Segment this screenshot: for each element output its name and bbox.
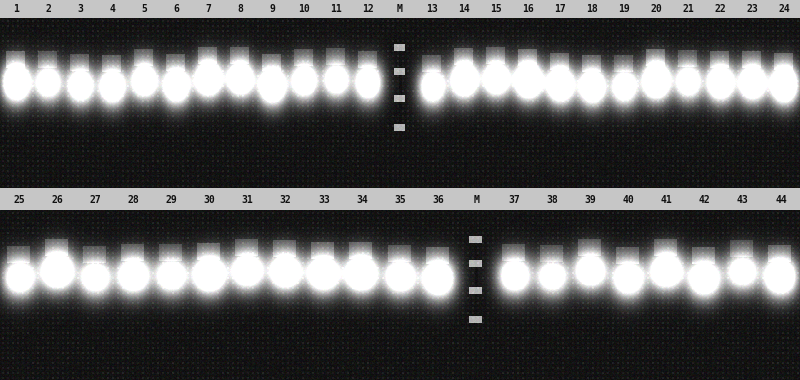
Text: 41: 41 (661, 195, 673, 205)
Text: 6: 6 (173, 4, 179, 14)
Text: 14: 14 (458, 4, 470, 14)
Text: 36: 36 (432, 195, 444, 205)
Text: 44: 44 (775, 195, 787, 205)
Text: 15: 15 (490, 4, 502, 14)
Text: 23: 23 (746, 4, 758, 14)
Text: 21: 21 (682, 4, 694, 14)
Text: 32: 32 (280, 195, 291, 205)
Text: 10: 10 (298, 4, 310, 14)
Text: 13: 13 (426, 4, 438, 14)
Text: 30: 30 (204, 195, 215, 205)
Text: 17: 17 (554, 4, 566, 14)
Text: 3: 3 (77, 4, 83, 14)
Text: 7: 7 (205, 4, 211, 14)
Text: 12: 12 (362, 4, 374, 14)
Text: 25: 25 (13, 195, 25, 205)
Text: 22: 22 (714, 4, 726, 14)
Text: 28: 28 (127, 195, 139, 205)
Text: 42: 42 (699, 195, 710, 205)
Text: 26: 26 (51, 195, 63, 205)
Text: 18: 18 (586, 4, 598, 14)
Text: 29: 29 (166, 195, 178, 205)
Text: 24: 24 (778, 4, 790, 14)
Text: 31: 31 (242, 195, 254, 205)
Text: 19: 19 (618, 4, 630, 14)
Text: 37: 37 (509, 195, 520, 205)
Text: 5: 5 (141, 4, 147, 14)
Text: 27: 27 (90, 195, 101, 205)
Text: 2: 2 (45, 4, 51, 14)
Text: 33: 33 (318, 195, 330, 205)
Text: 1: 1 (13, 4, 19, 14)
Text: 39: 39 (585, 195, 596, 205)
Text: 16: 16 (522, 4, 534, 14)
Text: 9: 9 (269, 4, 275, 14)
Text: 34: 34 (356, 195, 368, 205)
Text: M: M (474, 195, 479, 205)
Text: 35: 35 (394, 195, 406, 205)
Text: 40: 40 (622, 195, 634, 205)
Text: 38: 38 (546, 195, 558, 205)
Text: 4: 4 (109, 4, 115, 14)
Text: 8: 8 (237, 4, 243, 14)
Text: 43: 43 (737, 195, 749, 205)
Text: 11: 11 (330, 4, 342, 14)
Text: M: M (397, 4, 403, 14)
Text: 20: 20 (650, 4, 662, 14)
